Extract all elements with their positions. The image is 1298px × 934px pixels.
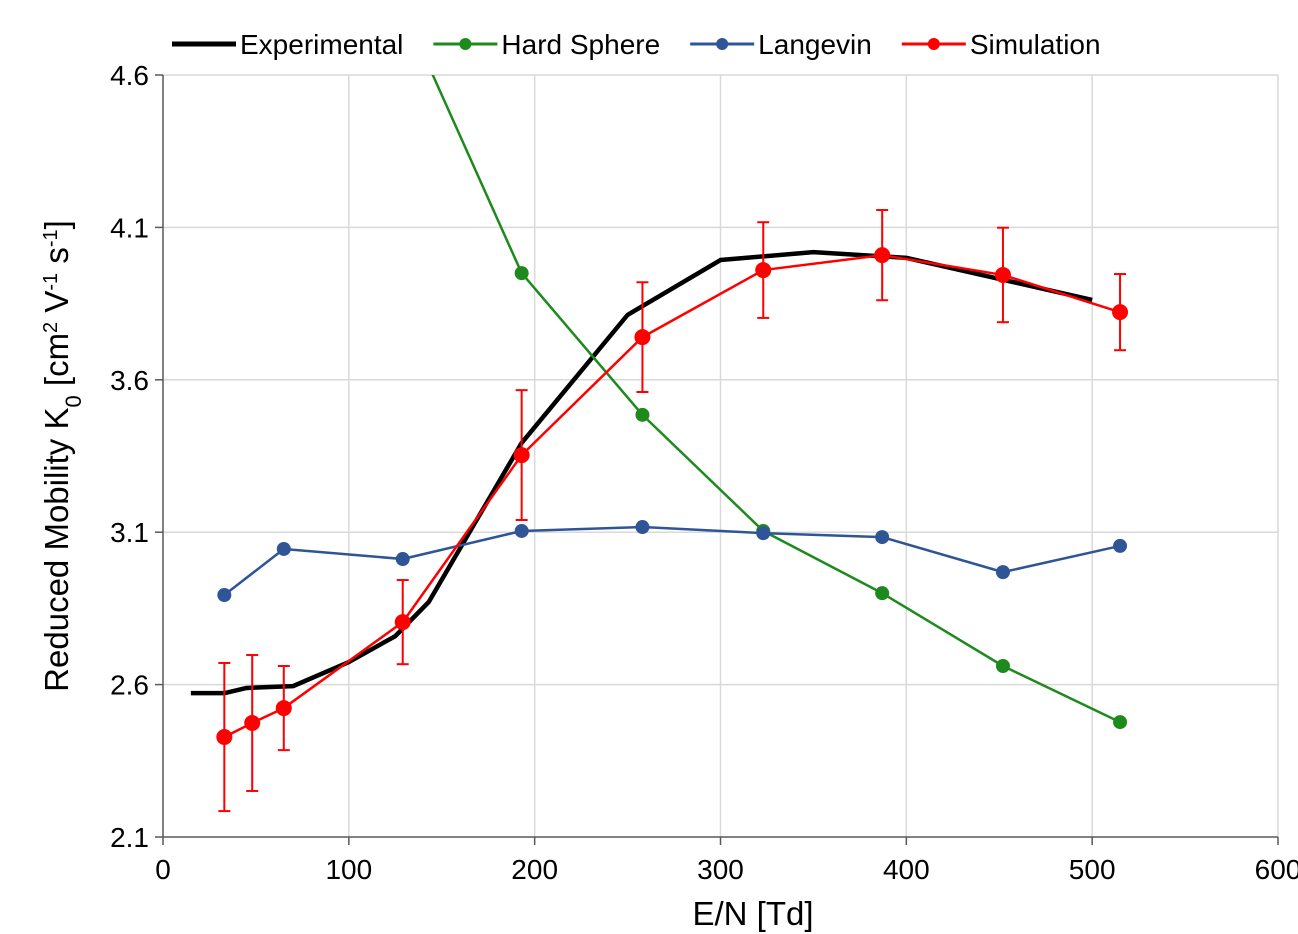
legend-label: Langevin bbox=[758, 29, 872, 60]
legend-marker bbox=[459, 38, 472, 50]
legend-label: Hard Sphere bbox=[501, 29, 660, 60]
y-tick-label: 3.6 bbox=[110, 365, 149, 396]
labels: 0 100 200 300 400 500 600 2.1 2.6 3.1 3.6 4.1 4.6 bbox=[110, 60, 1298, 885]
point bbox=[395, 552, 410, 567]
x-tick-label: 300 bbox=[697, 854, 744, 885]
series-line bbox=[190, 249, 1093, 696]
point bbox=[217, 587, 232, 602]
x-tick-label: 200 bbox=[511, 854, 558, 885]
x-axis-label: E/N [Td] bbox=[692, 895, 813, 932]
series-line bbox=[431, 75, 1121, 724]
x-tick-label: 400 bbox=[883, 854, 930, 885]
point bbox=[513, 447, 530, 464]
legend-label: Experimental bbox=[240, 29, 403, 60]
x-tick-label: 0 bbox=[155, 854, 171, 885]
point bbox=[874, 247, 891, 264]
x-tick-label: 100 bbox=[325, 854, 372, 885]
point bbox=[1112, 304, 1129, 321]
point bbox=[276, 541, 291, 556]
point bbox=[995, 565, 1010, 580]
x-tick-label: 500 bbox=[1069, 854, 1116, 885]
point bbox=[275, 700, 292, 717]
legend-marker bbox=[927, 38, 940, 50]
legend-label: Simulation bbox=[970, 29, 1101, 60]
point bbox=[394, 614, 411, 631]
point bbox=[634, 329, 651, 346]
y-tick-label: 4.1 bbox=[110, 212, 149, 243]
y-label-part: 2 bbox=[40, 322, 62, 333]
point bbox=[396, 1, 410, 15]
y-tick-label: 2.1 bbox=[110, 822, 149, 853]
y-axis-label: Reduced Mobility K0 [cm2 V-1 s-1] bbox=[38, 220, 86, 692]
point bbox=[994, 266, 1011, 283]
point bbox=[1113, 538, 1128, 553]
legend-marker bbox=[716, 38, 729, 50]
point bbox=[1113, 715, 1128, 730]
grid bbox=[155, 74, 1279, 845]
point bbox=[756, 526, 771, 541]
y-tick-label: 2.6 bbox=[110, 670, 149, 701]
point bbox=[995, 659, 1010, 674]
point bbox=[635, 520, 650, 535]
y-label-part: -1 bbox=[40, 273, 62, 291]
y-label-part: V bbox=[38, 291, 75, 322]
y-label-part: 0 bbox=[61, 395, 86, 407]
point bbox=[514, 523, 529, 538]
x-tick-label: 600 bbox=[1255, 854, 1298, 885]
legend: Experimental Hard Sphere Langevin Simulatio… bbox=[172, 29, 1101, 60]
series-line bbox=[223, 253, 1121, 739]
point bbox=[244, 715, 261, 732]
y-tick-label: 3.1 bbox=[110, 517, 149, 548]
series-line bbox=[223, 525, 1121, 596]
y-label-part: s bbox=[38, 247, 75, 273]
y-label-part: [cm bbox=[38, 333, 75, 395]
point bbox=[875, 586, 890, 601]
y-label-part: -1 bbox=[40, 229, 62, 247]
y-label-part: ] bbox=[38, 220, 75, 229]
point bbox=[635, 407, 650, 422]
point bbox=[514, 266, 529, 281]
plot-area bbox=[190, 1, 1129, 813]
point bbox=[875, 530, 890, 545]
y-label-part: Reduced Mobility K bbox=[38, 408, 75, 692]
y-tick-label: 4.6 bbox=[110, 60, 149, 91]
point bbox=[755, 262, 772, 279]
point bbox=[216, 729, 233, 746]
